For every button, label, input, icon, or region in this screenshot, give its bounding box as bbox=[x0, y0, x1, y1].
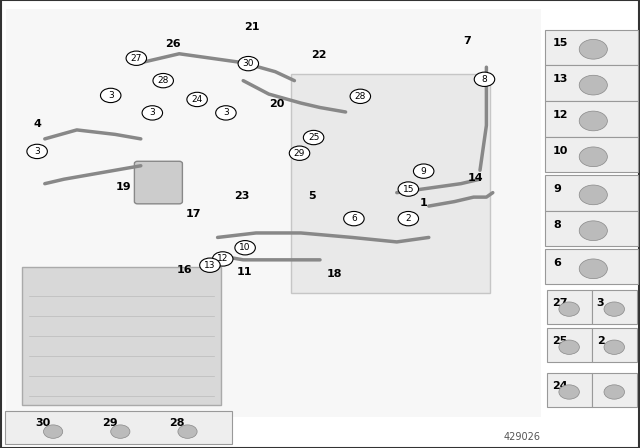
Text: 7: 7 bbox=[463, 36, 471, 46]
Circle shape bbox=[216, 106, 236, 120]
Text: 12: 12 bbox=[553, 110, 568, 120]
Circle shape bbox=[200, 258, 220, 272]
Circle shape bbox=[413, 164, 434, 178]
Circle shape bbox=[604, 302, 625, 316]
Text: 22: 22 bbox=[311, 50, 326, 60]
Text: 27: 27 bbox=[552, 298, 567, 308]
Text: 9: 9 bbox=[553, 184, 561, 194]
Circle shape bbox=[579, 221, 607, 241]
Circle shape bbox=[604, 385, 625, 399]
Text: 19: 19 bbox=[116, 182, 131, 192]
Text: 2: 2 bbox=[596, 336, 605, 346]
Text: 29: 29 bbox=[102, 418, 118, 428]
Text: 2: 2 bbox=[406, 214, 411, 223]
Text: 8: 8 bbox=[482, 75, 487, 84]
Text: 10: 10 bbox=[553, 146, 568, 155]
FancyBboxPatch shape bbox=[547, 328, 591, 362]
Circle shape bbox=[289, 146, 310, 160]
Text: 8: 8 bbox=[553, 220, 561, 229]
Text: 28: 28 bbox=[170, 418, 185, 428]
Text: 13: 13 bbox=[204, 261, 216, 270]
Circle shape bbox=[604, 340, 625, 354]
Text: 14: 14 bbox=[468, 173, 483, 183]
Circle shape bbox=[27, 144, 47, 159]
Circle shape bbox=[238, 56, 259, 71]
Text: 17: 17 bbox=[186, 209, 202, 219]
Text: 18: 18 bbox=[326, 269, 342, 279]
Circle shape bbox=[178, 425, 197, 438]
Circle shape bbox=[474, 72, 495, 86]
Text: 26: 26 bbox=[165, 39, 180, 49]
Circle shape bbox=[398, 182, 419, 196]
FancyBboxPatch shape bbox=[545, 175, 638, 211]
Circle shape bbox=[303, 130, 324, 145]
Text: 23: 23 bbox=[234, 191, 250, 201]
Text: 9: 9 bbox=[421, 167, 426, 176]
Text: 10: 10 bbox=[239, 243, 251, 252]
Circle shape bbox=[579, 259, 607, 279]
Text: 6: 6 bbox=[351, 214, 356, 223]
Text: 6: 6 bbox=[553, 258, 561, 267]
FancyBboxPatch shape bbox=[591, 373, 637, 407]
FancyBboxPatch shape bbox=[134, 161, 182, 204]
Circle shape bbox=[111, 425, 130, 438]
Circle shape bbox=[579, 39, 607, 59]
Circle shape bbox=[350, 89, 371, 103]
FancyBboxPatch shape bbox=[545, 249, 638, 284]
Text: 20: 20 bbox=[269, 99, 284, 109]
Text: 25: 25 bbox=[552, 336, 567, 346]
Text: 29: 29 bbox=[294, 149, 305, 158]
Circle shape bbox=[126, 51, 147, 65]
Text: 24: 24 bbox=[552, 381, 567, 391]
Circle shape bbox=[559, 340, 579, 354]
Circle shape bbox=[579, 185, 607, 205]
Text: 28: 28 bbox=[157, 76, 169, 85]
Text: 15: 15 bbox=[553, 38, 568, 48]
FancyBboxPatch shape bbox=[291, 74, 490, 293]
Circle shape bbox=[579, 75, 607, 95]
Circle shape bbox=[559, 385, 579, 399]
Circle shape bbox=[235, 241, 255, 255]
Text: 3: 3 bbox=[596, 298, 604, 308]
Text: 1: 1 bbox=[420, 198, 428, 208]
Circle shape bbox=[153, 73, 173, 88]
Circle shape bbox=[100, 88, 121, 103]
FancyBboxPatch shape bbox=[545, 137, 638, 172]
Text: 15: 15 bbox=[403, 185, 414, 194]
FancyBboxPatch shape bbox=[591, 290, 637, 324]
Bar bbox=[6, 9, 541, 417]
Circle shape bbox=[559, 302, 579, 316]
Text: 12: 12 bbox=[217, 254, 228, 263]
Text: 30: 30 bbox=[243, 59, 254, 68]
FancyBboxPatch shape bbox=[547, 290, 591, 324]
Text: 11: 11 bbox=[237, 267, 252, 277]
Text: 4: 4 bbox=[33, 119, 41, 129]
FancyBboxPatch shape bbox=[545, 65, 638, 101]
FancyBboxPatch shape bbox=[545, 101, 638, 137]
Text: 3: 3 bbox=[108, 91, 113, 100]
Text: 13: 13 bbox=[553, 74, 568, 84]
Circle shape bbox=[142, 106, 163, 120]
Text: 16: 16 bbox=[177, 265, 192, 275]
Circle shape bbox=[44, 425, 63, 438]
Circle shape bbox=[579, 111, 607, 131]
FancyBboxPatch shape bbox=[545, 211, 638, 246]
Circle shape bbox=[344, 211, 364, 226]
Circle shape bbox=[212, 252, 233, 266]
Text: 5: 5 bbox=[308, 191, 316, 201]
Text: 27: 27 bbox=[131, 54, 142, 63]
Text: 28: 28 bbox=[355, 92, 366, 101]
FancyBboxPatch shape bbox=[591, 328, 637, 362]
Text: 3: 3 bbox=[150, 108, 155, 117]
Text: 3: 3 bbox=[35, 147, 40, 156]
Circle shape bbox=[398, 211, 419, 226]
FancyBboxPatch shape bbox=[547, 373, 591, 407]
Text: 429026: 429026 bbox=[504, 432, 541, 442]
Circle shape bbox=[579, 147, 607, 167]
FancyBboxPatch shape bbox=[5, 411, 232, 444]
Text: 24: 24 bbox=[191, 95, 203, 104]
FancyBboxPatch shape bbox=[22, 267, 221, 405]
Text: 21: 21 bbox=[244, 22, 260, 32]
Text: 30: 30 bbox=[35, 418, 51, 428]
